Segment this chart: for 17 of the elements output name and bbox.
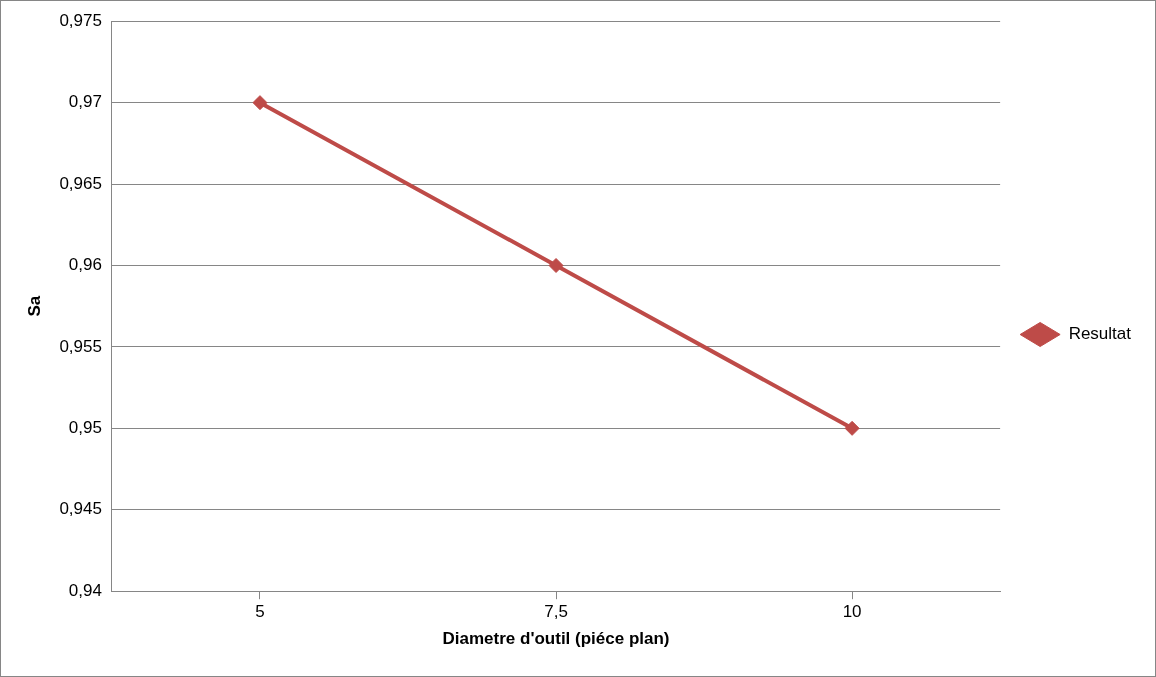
y-tick-label: 0,955	[59, 336, 102, 356]
y-tick-label: 0,96	[68, 255, 102, 275]
point	[844, 420, 860, 436]
y-tick-label: 0,965	[59, 173, 102, 193]
x-tick-label: 5	[255, 602, 265, 622]
legend-label: Resultat	[1068, 324, 1132, 344]
y-tick-label: 0,945	[59, 499, 102, 519]
point	[548, 257, 564, 273]
y-axis-title: Sa	[24, 295, 44, 317]
x-tick-label: 10	[842, 602, 862, 622]
x-axis-title: Diametre d'outil (piéce plan)	[442, 629, 670, 649]
y-tick-label: 0,95	[68, 418, 102, 438]
y-tick-label: 0,975	[59, 10, 102, 30]
y-tick-label: 0,94	[68, 580, 102, 600]
y-tick-label: 0,97	[68, 92, 102, 112]
point	[252, 95, 268, 111]
x-tick-label: 7,5	[544, 602, 568, 622]
